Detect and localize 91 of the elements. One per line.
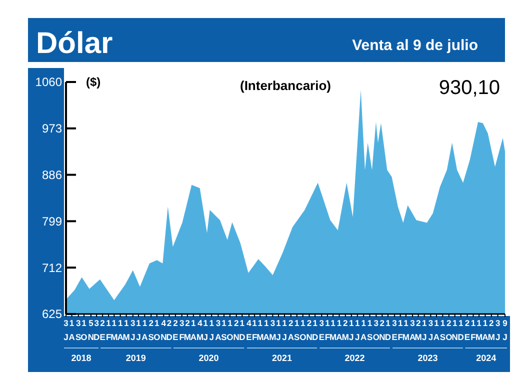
x-tick-label: 1 D <box>384 318 392 342</box>
x-tick-label: 3 S <box>76 318 82 342</box>
x-tick-label: 2 N <box>233 318 240 342</box>
annotation: (Interbancario) <box>240 78 332 93</box>
x-tick-label: 2 E <box>172 318 179 342</box>
x-tick-label: 2 N <box>306 318 312 342</box>
y-tick-label: 886 <box>42 168 62 182</box>
x-tick-label: 1 S <box>440 318 446 342</box>
x-tick-label: 1 A <box>482 318 488 342</box>
x-tick-label: 9 J <box>502 318 508 342</box>
x-tick-label: 1 M <box>256 318 264 342</box>
x-tick-label: 1 F <box>106 318 112 342</box>
x-tick-label: 1 A <box>142 318 148 342</box>
x-tick-label: 2 M <box>414 318 422 342</box>
x-tick-label: 3 E <box>318 318 325 342</box>
x-tick-label: 1 A <box>190 318 196 342</box>
x-tick-label: 1 J <box>203 318 208 342</box>
x-tick-label: 1 O <box>154 318 161 342</box>
x-tick-label: 1 D <box>458 318 464 342</box>
x-tick-label: 2 E <box>100 318 106 342</box>
x-tick-label: 1 F <box>324 318 330 342</box>
x-tick-label: 3 E <box>392 318 398 342</box>
x-tick-label: 2 M <box>342 318 349 342</box>
x-tick-label: 3 A <box>409 318 416 342</box>
x-tick-label: 1 A <box>117 318 124 342</box>
y-tick-label: 799 <box>42 214 62 228</box>
x-tick-label: 1 N <box>452 318 458 342</box>
x-tick-label: 1 M <box>402 318 410 342</box>
text: 2024 <box>476 353 496 363</box>
chart-title: Dólar <box>36 27 114 60</box>
x-tick-label: 1 J <box>136 318 142 342</box>
x-tick-label: 4 N <box>160 318 167 342</box>
text: 2022 <box>344 353 365 363</box>
x-tick-label: 1 M <box>110 318 118 342</box>
x-tick-label: 2 M <box>184 318 191 342</box>
x-tick-label: 1 A <box>68 318 75 342</box>
x-tick-label: 1 O <box>300 318 307 342</box>
chart-subtitle: Venta al 9 de julio <box>352 37 478 54</box>
x-tick-label: 2 O <box>446 318 453 342</box>
x-tick-label: 2 D <box>166 318 172 342</box>
x-tick-label: 1 S <box>221 318 228 342</box>
x-tick-label: 1 J <box>349 318 354 342</box>
x-tick-label: 5 N <box>88 318 94 342</box>
x-tick-label: 2 M <box>488 318 495 342</box>
annotation: 930,10 <box>438 77 500 99</box>
x-tick-label: 3 A <box>215 318 222 342</box>
x-tick-label: 3 J <box>428 318 434 342</box>
x-tick-label: 1 F <box>398 318 403 342</box>
x-tick-label: 1 S <box>366 318 373 342</box>
x-tick-label: 1 M <box>475 318 483 342</box>
x-tick-label: 1 M <box>329 318 337 342</box>
x-tick-label: 3 D <box>93 318 100 342</box>
x-tick-label: 2 N <box>379 318 386 342</box>
x-tick-label: 1 D <box>312 318 318 342</box>
x-tick-label: 3 M <box>269 318 276 342</box>
x-tick-label: 1 J <box>209 318 214 342</box>
y-axis-title: ($) <box>86 75 101 89</box>
x-tick-label: 3 J <box>495 318 500 342</box>
x-tick-label: 1 D <box>239 318 246 342</box>
x-tick-label: 3 O <box>372 318 380 342</box>
text: 2023 <box>418 353 438 363</box>
y-tick-label: 712 <box>42 260 62 275</box>
x-tick-label: 1 S <box>294 318 300 342</box>
x-tick-label: 1 J <box>355 318 360 342</box>
x-tick-label: 4 M <box>196 318 204 342</box>
x-tick-label: 1 J <box>422 318 427 342</box>
x-tick-label: 1 O <box>80 318 88 342</box>
x-tick-label: 1 J <box>282 318 288 342</box>
x-tick-label: 1 A <box>433 318 440 342</box>
x-tick-label: 1 F <box>252 318 258 342</box>
x-tick-label: 1 A <box>263 318 270 342</box>
x-tick-label: 3 J <box>130 318 136 342</box>
x-tick-label: 3 J <box>64 318 69 342</box>
y-tick-label: 973 <box>42 122 62 136</box>
y-tick-label: 625 <box>42 307 62 322</box>
text: 2020 <box>198 353 219 363</box>
text: 2021 <box>272 353 292 363</box>
x-tick-label: 1 F <box>470 318 476 342</box>
x-tick-label: 1 J <box>276 318 282 342</box>
x-tick-label: 2 A <box>288 318 294 342</box>
x-tick-label: 4 E <box>246 318 252 342</box>
x-tick-label: 1 O <box>226 318 234 342</box>
x-tick-label: 2 E <box>464 318 470 342</box>
x-tick-label: 3 F <box>179 318 184 342</box>
text: 2018 <box>71 353 92 363</box>
x-tick-label: 1 A <box>360 318 367 342</box>
text: 2019 <box>126 353 146 363</box>
x-tick-label: 1 A <box>336 318 342 342</box>
y-tick-label: 1060 <box>35 75 62 90</box>
x-tick-label: 2 S <box>148 318 154 342</box>
x-tick-label: 1 M <box>122 318 130 342</box>
